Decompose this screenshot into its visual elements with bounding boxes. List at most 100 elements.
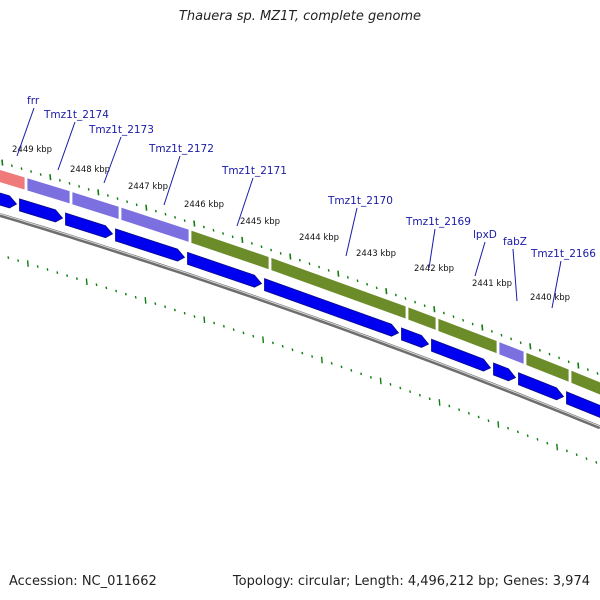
outer-dot (134, 295, 137, 299)
scale-tick (87, 188, 90, 191)
scale-tick (126, 200, 129, 204)
outer-dot (516, 430, 519, 434)
scale-tick (10, 164, 13, 168)
scale-tick (423, 304, 426, 308)
scale-tick (356, 279, 359, 283)
scale-tick (471, 322, 474, 326)
outer-dot (222, 324, 225, 328)
kbp-label: 2446 kbp (184, 200, 224, 210)
cds-arrow (401, 327, 430, 348)
outer-dot (418, 393, 421, 397)
cog-segment (498, 341, 525, 365)
outer-dot (301, 351, 304, 355)
outer-dot (115, 289, 118, 293)
outer-dot (17, 259, 20, 262)
genome-summary-text: Topology: circular; Length: 4,496,212 bp… (232, 574, 590, 589)
outer-dot (95, 283, 98, 287)
scale-tick (68, 182, 71, 185)
gene-leader-line (512, 248, 518, 302)
outer-dot (448, 404, 451, 408)
outer-dot (144, 297, 147, 304)
scale-tick (222, 232, 225, 235)
gene-label: Tmz1t_2173 (88, 124, 154, 136)
outer-dot (477, 415, 480, 419)
outer-dot (556, 443, 559, 451)
cog-segment (0, 169, 26, 191)
cog-segment (525, 351, 570, 383)
scale-tick (385, 288, 388, 295)
gene-leader-line (236, 177, 254, 227)
cds-arrow (264, 278, 400, 337)
scale-tick (106, 194, 109, 197)
scale-tick (529, 343, 532, 350)
scale-tick (116, 197, 119, 200)
outer-dot (66, 274, 69, 277)
scale-tick (39, 173, 42, 176)
cds-arrow (431, 338, 492, 372)
outer-dot (350, 369, 353, 372)
cog-segment (120, 206, 190, 243)
cds-arrow (0, 192, 18, 209)
kbp-label: 2449 kbp (12, 145, 52, 155)
scale-tick (375, 286, 378, 290)
scale-tick (519, 341, 522, 345)
scale-tick (442, 311, 445, 315)
scale-tick (183, 219, 186, 222)
gene-leader-line (428, 228, 436, 269)
scale-tick (49, 174, 52, 181)
cog-segment (270, 256, 407, 320)
outer-gc-dots (7, 256, 598, 464)
kbp-label: 2445 kbp (240, 217, 280, 227)
cog-segment (26, 177, 71, 205)
scale-tick (538, 348, 541, 352)
outer-dot (183, 311, 186, 315)
outer-dot (565, 449, 568, 453)
scale-tick (318, 265, 321, 269)
scale-tick (490, 330, 493, 333)
scale-tick (270, 248, 273, 252)
outer-dot (487, 419, 490, 423)
outer-dot (428, 397, 431, 401)
scale-tick (260, 245, 263, 249)
outer-dot (546, 441, 549, 445)
cog-segment (71, 191, 120, 221)
scale-tick (452, 315, 455, 318)
scale-tick (212, 228, 215, 232)
scale-tick (154, 209, 157, 213)
outer-dot (173, 308, 176, 312)
outer-dot (262, 336, 265, 343)
gene-leader-line (103, 136, 122, 184)
outer-dot (389, 383, 392, 386)
scale-tick (289, 253, 292, 260)
scale-tick (241, 236, 244, 243)
cds-arrow (19, 198, 64, 223)
scale-tick (308, 262, 311, 265)
outer-dot (85, 278, 88, 286)
outer-dot (369, 376, 372, 379)
scale-tick (404, 297, 407, 300)
outer-dot (595, 461, 598, 464)
scale-tick (30, 170, 33, 173)
outer-dot (291, 348, 294, 352)
scale-tick (1, 159, 4, 166)
scale-tick (231, 235, 234, 239)
scale-tick (250, 242, 253, 245)
scale-tick (500, 333, 503, 337)
scale-tick (567, 360, 570, 364)
scale-tick (174, 216, 177, 219)
kbp-label: 2443 kbp (356, 249, 396, 259)
accession-text: Accession: NC_011662 (9, 574, 157, 589)
outer-dot (164, 305, 167, 309)
outer-dot (467, 411, 470, 415)
scale-tick (97, 189, 100, 196)
scale-tick (202, 225, 205, 229)
cog-segment (437, 317, 498, 355)
cog-segment (190, 229, 270, 271)
backbone-highlight (0, 213, 600, 427)
outer-dot (536, 438, 539, 441)
outer-dot (252, 334, 255, 338)
cds-arrow (187, 251, 263, 288)
outer-dot (36, 265, 39, 268)
scale-tick (279, 252, 282, 255)
scale-tick (20, 167, 23, 170)
